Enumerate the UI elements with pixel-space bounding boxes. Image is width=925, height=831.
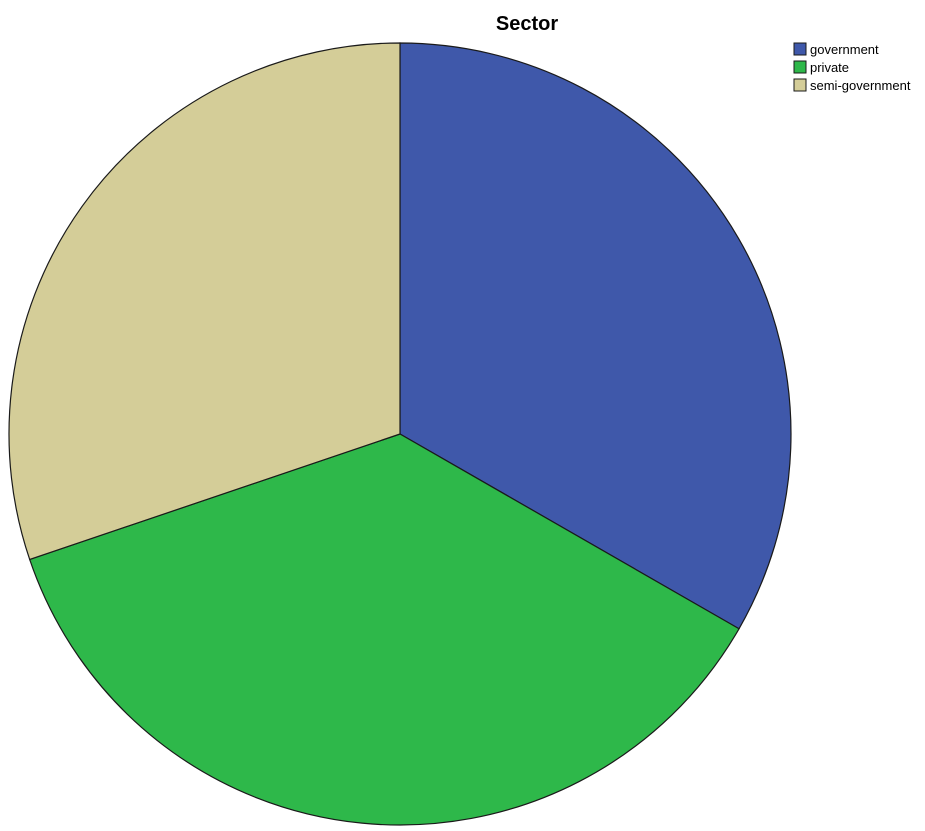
- legend-swatch-private: [793, 60, 807, 74]
- legend-item-semi-government: semi-government: [793, 78, 911, 93]
- legend-swatch-semi-government: [793, 78, 807, 92]
- pie-slice-government: [399, 42, 792, 630]
- legend-item-government: government: [793, 42, 879, 57]
- chart-title: Sector: [496, 13, 558, 35]
- legend-label-government: government: [810, 42, 879, 57]
- pie-slice-private: [28, 433, 740, 826]
- legend-label-semi-government: semi-government: [810, 78, 911, 93]
- legend-label-private: private: [810, 60, 849, 75]
- chart-legend: government private semi-government: [793, 42, 911, 93]
- pie-slices: [8, 42, 792, 826]
- legend-item-private: private: [793, 60, 849, 75]
- legend-swatch-government: [793, 42, 807, 56]
- pie-slice-semi-government: [8, 42, 401, 561]
